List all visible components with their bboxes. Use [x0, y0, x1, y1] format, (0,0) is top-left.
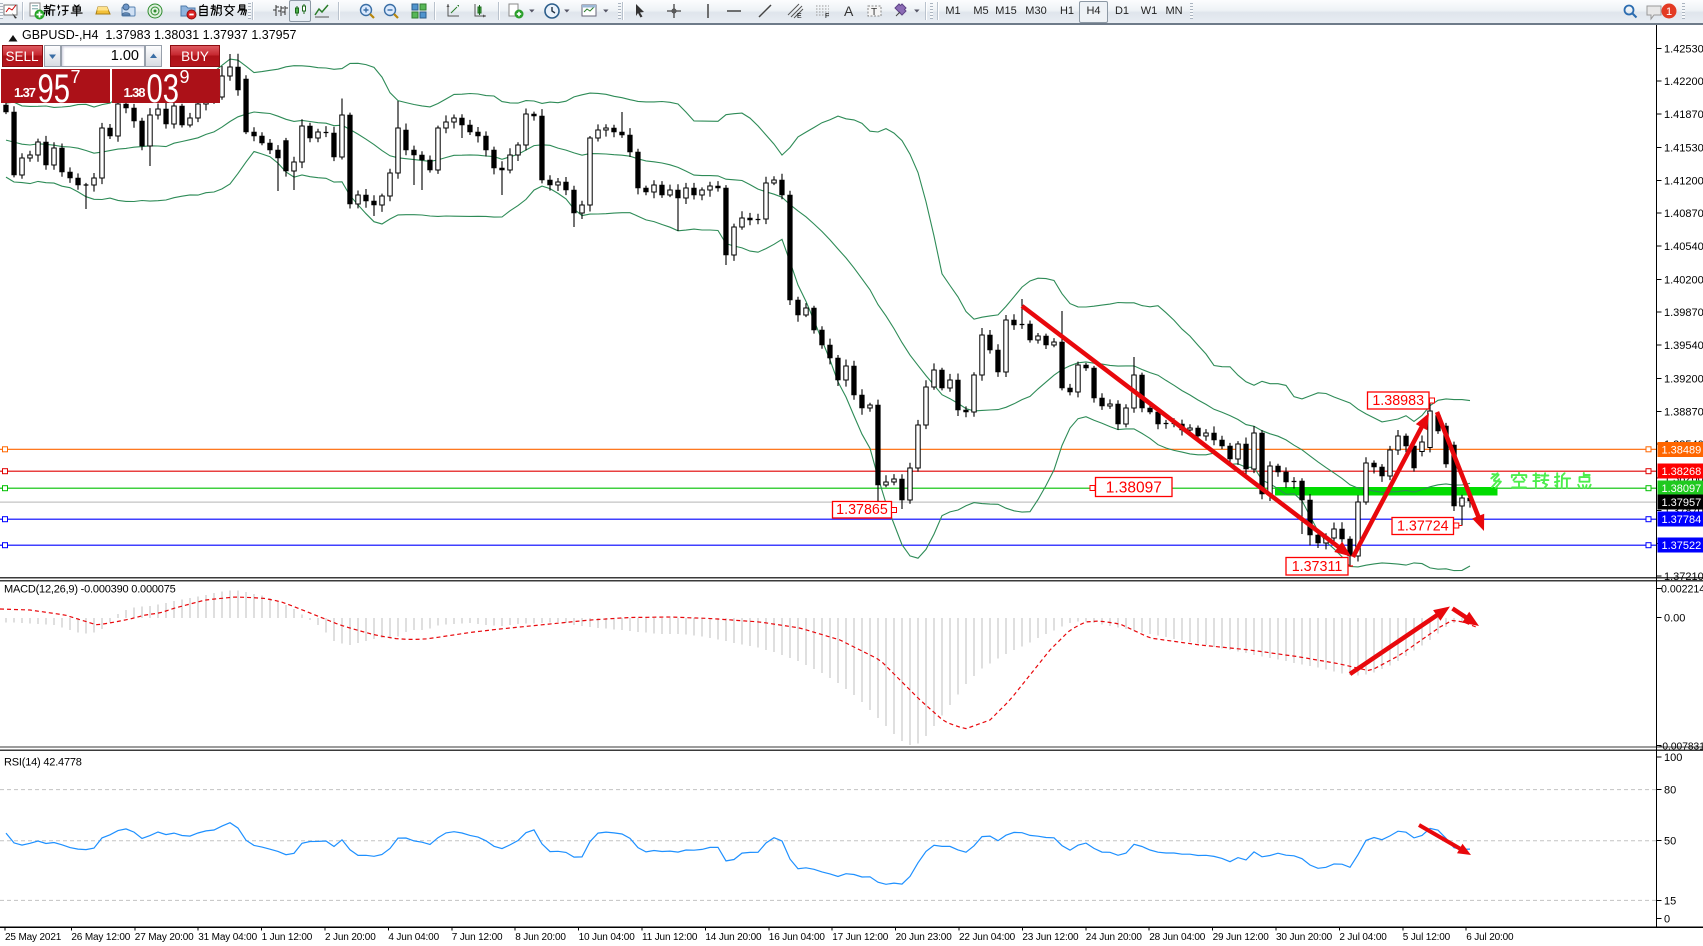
svg-text:1.38489: 1.38489 — [1662, 444, 1702, 456]
svg-text:22 Jun 04:00: 22 Jun 04:00 — [959, 932, 1016, 943]
svg-text:1.40200: 1.40200 — [1664, 275, 1703, 287]
svg-text:RSI(14) 42.4778: RSI(14) 42.4778 — [4, 757, 82, 769]
svg-text:1 Jun 12:00: 1 Jun 12:00 — [262, 932, 313, 943]
svg-text:-0.007831: -0.007831 — [1659, 742, 1703, 753]
svg-text:14 Jun 20:00: 14 Jun 20:00 — [705, 932, 762, 943]
svg-text:F: F — [825, 13, 829, 20]
svg-text:1.37210: 1.37210 — [1664, 571, 1703, 583]
svg-text:1: 1 — [1666, 6, 1672, 18]
svg-text:20 Jun 23:00: 20 Jun 23:00 — [896, 932, 953, 943]
svg-text:15: 15 — [1664, 895, 1676, 907]
svg-text:10 Jun 04:00: 10 Jun 04:00 — [579, 932, 636, 943]
svg-text:1.38: 1.38 — [124, 85, 146, 100]
svg-text:1.38870: 1.38870 — [1664, 407, 1703, 419]
svg-text:5 Jul 12:00: 5 Jul 12:00 — [1403, 932, 1451, 943]
svg-text:28 Jun 04:00: 28 Jun 04:00 — [1149, 932, 1206, 943]
svg-text:1.38268: 1.38268 — [1662, 466, 1702, 478]
svg-text:1.37311: 1.37311 — [1292, 559, 1343, 575]
svg-text:1.42200: 1.42200 — [1664, 76, 1703, 88]
svg-text:1.37957: 1.37957 — [1662, 497, 1702, 509]
svg-text:1.37865: 1.37865 — [836, 502, 888, 518]
svg-text:1.39540: 1.39540 — [1664, 340, 1703, 352]
svg-text:2 Jun 20:00: 2 Jun 20:00 — [325, 932, 376, 943]
svg-text:1.38097: 1.38097 — [1106, 480, 1162, 497]
svg-text:0.00: 0.00 — [1664, 613, 1685, 625]
svg-text:1.41870: 1.41870 — [1664, 109, 1703, 121]
svg-text:1.37522: 1.37522 — [1662, 540, 1702, 552]
svg-text:E: E — [797, 13, 802, 20]
svg-text:29 Jun 12:00: 29 Jun 12:00 — [1213, 932, 1270, 943]
svg-text:MACD(12,26,9) -0.000390 0.0000: MACD(12,26,9) -0.000390 0.000075 — [4, 584, 176, 596]
svg-text:1.37: 1.37 — [14, 85, 36, 100]
svg-text:0: 0 — [1664, 914, 1670, 926]
svg-text:25 May 2021: 25 May 2021 — [5, 932, 62, 943]
svg-text:03: 03 — [147, 69, 180, 104]
svg-text:80: 80 — [1664, 785, 1676, 797]
svg-text:1.41530: 1.41530 — [1664, 143, 1703, 155]
svg-text:2 Jul 04:00: 2 Jul 04:00 — [1339, 932, 1387, 943]
svg-text:1.41200: 1.41200 — [1664, 175, 1703, 187]
svg-text:26 May 12:00: 26 May 12:00 — [71, 932, 130, 943]
svg-text:7: 7 — [71, 69, 81, 87]
svg-text:A: A — [844, 3, 854, 19]
svg-text:8 Jun 20:00: 8 Jun 20:00 — [515, 932, 566, 943]
svg-text:1.38983: 1.38983 — [1372, 393, 1424, 409]
svg-text:95: 95 — [38, 69, 71, 104]
svg-text:7 Jun 12:00: 7 Jun 12:00 — [452, 932, 503, 943]
svg-text:1.40540: 1.40540 — [1664, 241, 1703, 253]
svg-text:9: 9 — [180, 69, 190, 87]
svg-text:T: T — [871, 7, 877, 18]
svg-text:1.42530: 1.42530 — [1664, 43, 1703, 55]
svg-text:1.39870: 1.39870 — [1664, 307, 1703, 319]
svg-text:17 Jun 12:00: 17 Jun 12:00 — [832, 932, 889, 943]
svg-text:1.40870: 1.40870 — [1664, 208, 1703, 220]
svg-text:27 May 20:00: 27 May 20:00 — [135, 932, 194, 943]
svg-text:1.37724: 1.37724 — [1397, 519, 1449, 535]
svg-text:50: 50 — [1664, 836, 1676, 848]
svg-text:0.002214: 0.002214 — [1661, 584, 1703, 596]
svg-text:6 Jul 20:00: 6 Jul 20:00 — [1466, 932, 1514, 943]
svg-text:31 May 04:00: 31 May 04:00 — [198, 932, 257, 943]
svg-text:1.38097: 1.38097 — [1662, 483, 1702, 495]
svg-text:1.39200: 1.39200 — [1664, 374, 1703, 386]
svg-text:4 Jun 04:00: 4 Jun 04:00 — [388, 932, 439, 943]
svg-text:100: 100 — [1664, 752, 1682, 764]
svg-text:24 Jun 20:00: 24 Jun 20:00 — [1086, 932, 1143, 943]
svg-text:11 Jun 12:00: 11 Jun 12:00 — [642, 932, 698, 943]
svg-text:23 Jun 12:00: 23 Jun 12:00 — [1022, 932, 1079, 943]
svg-text:30 Jun 20:00: 30 Jun 20:00 — [1276, 932, 1333, 943]
svg-text:1.37784: 1.37784 — [1662, 514, 1702, 526]
svg-text:16 Jun 04:00: 16 Jun 04:00 — [769, 932, 826, 943]
